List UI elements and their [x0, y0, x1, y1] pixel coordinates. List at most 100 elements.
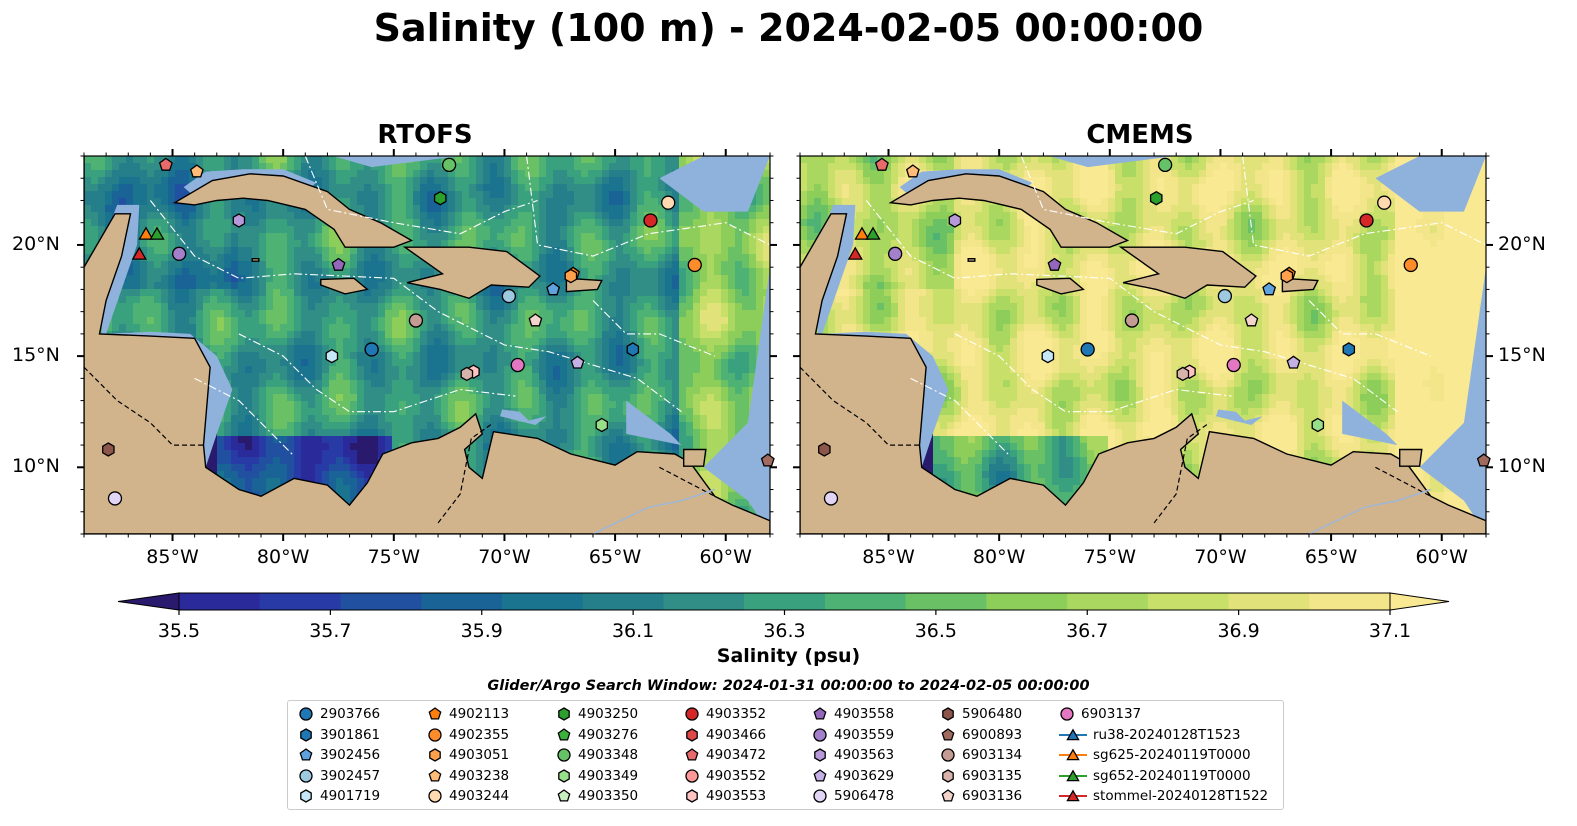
legend-label: sg652-20240119T0000	[1093, 767, 1251, 784]
colorbar-bin	[1147, 593, 1230, 610]
float-3902457	[1217, 288, 1233, 304]
shelf-area	[1375, 156, 1486, 212]
legend-item: 4903629	[812, 766, 894, 786]
legend-label: 4903553	[706, 788, 767, 804]
float-4903051	[1280, 268, 1294, 284]
x-tick-label: 60°W	[699, 546, 752, 568]
legend-label: 4903276	[578, 726, 639, 743]
legend-marker	[428, 707, 442, 720]
legend-circle	[685, 768, 699, 783]
legend-hexagon	[558, 707, 570, 721]
shelf-area	[1216, 409, 1263, 425]
land-mass	[565, 277, 603, 293]
legend-hexagon	[942, 707, 954, 721]
colorbar-bin	[1309, 593, 1391, 610]
legend-circle	[813, 789, 827, 803]
land-mass	[172, 173, 414, 248]
y-tick-label-left: 20°N	[12, 232, 60, 255]
legend-marker	[941, 748, 955, 762]
colorbar-tick-label: 35.7	[309, 620, 352, 642]
colorbar-tick-label: 35.5	[157, 620, 201, 642]
legend-pentagon	[941, 789, 955, 802]
float-markers-rtofs	[102, 157, 775, 506]
land-mass	[320, 277, 369, 295]
colorbar-tick-label: 36.9	[1217, 620, 1260, 642]
float-4903352	[643, 213, 658, 228]
legend-circle	[299, 768, 313, 783]
float-4903352	[1359, 213, 1374, 228]
legend-item: 4903348	[556, 745, 638, 765]
legend-hexagon	[300, 789, 312, 803]
legend-pentagon	[428, 768, 442, 782]
eez-boundary	[1020, 156, 1254, 235]
legend-marker	[1059, 789, 1087, 802]
legend-marker	[685, 707, 699, 721]
legend-item: 6900893	[940, 725, 1022, 745]
float-3902456	[546, 282, 561, 296]
legend-label: 4903348	[578, 747, 639, 763]
x-tick-label: 85°W	[146, 546, 199, 568]
legend-marker	[813, 768, 827, 782]
y-tick-label-left: 15°N	[12, 344, 60, 367]
legend-item: 6903136	[940, 786, 1022, 806]
legend-label: 4903558	[834, 706, 895, 722]
legend-hexagon	[429, 748, 441, 762]
panel-title-cmems: CMEMS	[1086, 120, 1194, 150]
legend-circle	[941, 748, 955, 762]
float-6903137	[510, 357, 525, 373]
eez-boundary	[526, 156, 770, 257]
float-6903136	[528, 313, 543, 327]
eez-boundary	[592, 300, 715, 357]
float-4903563	[232, 213, 246, 228]
glider-sg652	[149, 226, 165, 240]
legend-circle	[428, 789, 442, 803]
colorbar-bin	[421, 593, 503, 610]
legend-label: 4903244	[449, 788, 510, 804]
legend-marker	[1059, 727, 1087, 740]
shelf-area	[332, 156, 461, 168]
float-5906478	[107, 491, 123, 506]
float-6903134	[408, 313, 424, 328]
country-border	[1375, 466, 1431, 497]
float-4903629	[570, 355, 585, 369]
x-tick-label: 75°W	[367, 546, 421, 568]
colorbar-tick-label: 36.3	[763, 620, 806, 642]
glider-sg652	[865, 226, 881, 240]
legend-item: 4903352	[684, 704, 766, 724]
x-tick-label: 80°W	[972, 546, 1026, 568]
float-2903766	[1080, 342, 1095, 357]
legend-item: sg625-20240119T0000	[1059, 745, 1251, 765]
legend-marker	[300, 727, 312, 742]
legend-marker	[813, 727, 827, 742]
float-3901861	[626, 342, 640, 357]
legend-label: 4903051	[449, 747, 510, 763]
legend-label: ru38-20240128T1523	[1093, 726, 1241, 743]
country-border	[800, 366, 920, 446]
float-4903563	[948, 213, 962, 228]
shelf-area	[1419, 267, 1486, 534]
float-4902355	[687, 257, 702, 273]
y-tick-label-right: 20°N	[1498, 232, 1546, 255]
map-cmems	[793, 149, 1493, 541]
colorbar-bin	[663, 593, 745, 610]
legend-item: 4903466	[684, 725, 766, 745]
legend-item: 3902457	[298, 766, 380, 786]
legend-pentagon	[557, 789, 571, 802]
legend-item: 4903244	[427, 786, 509, 806]
legend-item: 4902355	[427, 725, 509, 745]
x-tick-label: 60°W	[1415, 546, 1468, 568]
legend-item: 4903553	[684, 786, 766, 806]
legend-marker	[299, 707, 313, 721]
eez-boundary	[149, 200, 682, 413]
map-rtofs	[77, 149, 777, 541]
legend-item: 4901719	[298, 786, 380, 806]
float-4903349	[595, 417, 609, 433]
eez-boundary	[910, 377, 1011, 457]
y-tick-label-right: 10°N	[1498, 455, 1546, 478]
river	[592, 488, 715, 534]
legend-circle	[557, 748, 571, 762]
legend-label: 6900893	[962, 726, 1023, 743]
legend-label: 2903766	[320, 706, 381, 722]
legend-label: 4903466	[706, 726, 767, 743]
salinity-field-rtofs	[84, 156, 770, 534]
